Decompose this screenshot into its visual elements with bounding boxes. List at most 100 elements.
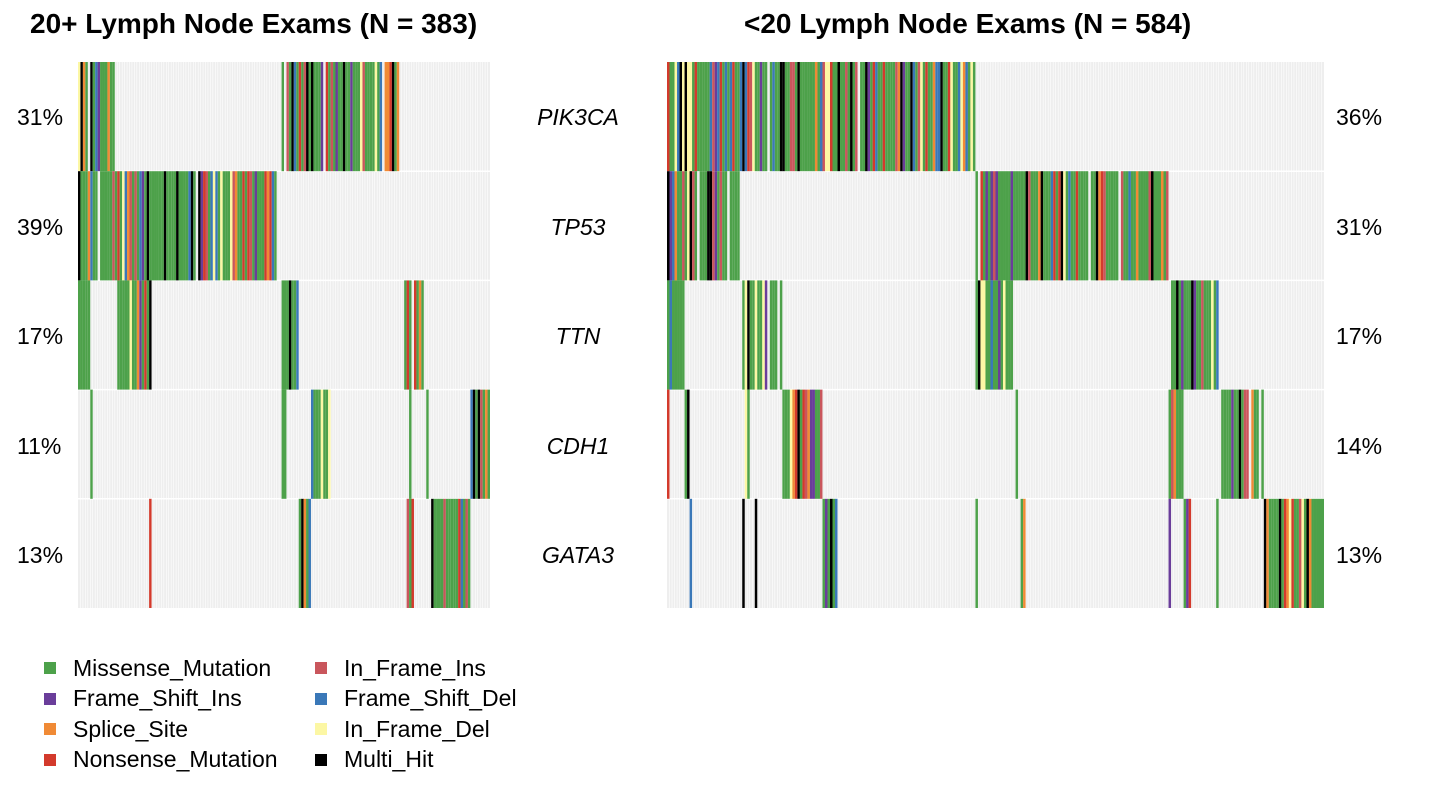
mutation-cell-pik3ca xyxy=(739,62,743,172)
mutation-cell-pik3ca xyxy=(717,62,720,172)
mutation-cell-tp53 xyxy=(672,171,675,281)
left-pct-gata3: 13% xyxy=(17,542,64,568)
mutation-cell-pik3ca xyxy=(92,62,96,172)
mutation-cell-tp53 xyxy=(1065,171,1069,281)
mutation-cell-ttn xyxy=(124,280,128,390)
mutation-cell-ttn xyxy=(296,280,299,390)
mutation-cell-tp53 xyxy=(1108,171,1111,281)
mutation-cell-cdh1 xyxy=(315,389,319,499)
mutation-cell-pik3ca xyxy=(707,62,710,172)
mutation-cell-cdh1 xyxy=(325,389,329,499)
mutation-cell-ttn xyxy=(416,280,419,390)
mutation-cell-pik3ca xyxy=(762,62,765,172)
mutation-cell-pik3ca xyxy=(860,62,863,172)
mutation-cell-tp53 xyxy=(1090,171,1094,281)
mutation-cell-cdh1 xyxy=(313,389,316,499)
mutation-cell-cdh1 xyxy=(1256,389,1259,499)
mutation-cell-tp53 xyxy=(131,171,135,281)
mutation-cell-pik3ca xyxy=(667,62,670,172)
mutation-cell-tp53 xyxy=(1040,171,1044,281)
mutation-cell-ttn xyxy=(409,280,412,390)
mutation-cell-tp53 xyxy=(1000,171,1004,281)
legend-swatch xyxy=(315,753,327,766)
mutation-cell-pik3ca xyxy=(845,62,848,172)
mutation-cell-tp53 xyxy=(1025,171,1029,281)
legend-item-missense: Missense_Mutation xyxy=(44,653,278,684)
mutation-cell-pik3ca xyxy=(902,62,906,172)
mutation-cell-pik3ca xyxy=(107,62,110,172)
mutation-cell-tp53 xyxy=(114,171,118,281)
mutation-cell-pik3ca xyxy=(78,62,81,172)
mutation-cell-pik3ca xyxy=(752,62,755,172)
mutation-cell-cdh1 xyxy=(470,389,473,499)
mutation-cell-gata3 xyxy=(1298,498,1302,608)
mutation-cell-gata3 xyxy=(438,498,441,608)
mutation-cell-pik3ca xyxy=(109,62,113,172)
mutation-cell-cdh1 xyxy=(323,389,326,499)
mutation-cell-tp53 xyxy=(266,171,270,281)
mutation-cell-cdh1 xyxy=(409,389,412,499)
mutation-cell-pik3ca xyxy=(301,62,304,172)
mutation-cell-tp53 xyxy=(87,171,91,281)
mutation-cell-pik3ca xyxy=(777,62,780,172)
mutation-cell-cdh1 xyxy=(1251,389,1254,499)
mutation-cell-ttn xyxy=(406,280,410,390)
mutation-cell-pik3ca xyxy=(306,62,309,172)
mutation-cell-cdh1 xyxy=(1178,389,1182,499)
mutation-cell-pik3ca xyxy=(804,62,808,172)
mutation-cell-ttn xyxy=(752,280,755,390)
mutation-cell-pik3ca xyxy=(880,62,883,172)
mutation-cell-tp53 xyxy=(139,171,142,281)
mutation-cell-tp53 xyxy=(127,171,130,281)
legend-item-multi-hit: Multi_Hit xyxy=(315,745,517,776)
mutation-cell-ttn xyxy=(1178,280,1182,390)
mutation-cell-ttn xyxy=(977,280,981,390)
mutation-cell-tp53 xyxy=(1005,171,1009,281)
mutation-cell-pik3ca xyxy=(819,62,823,172)
mutation-cell-pik3ca xyxy=(352,62,356,172)
mutation-cell-gata3 xyxy=(1020,498,1024,608)
legend-item-frame-shift-ins: Frame_Shift_Ins xyxy=(44,684,278,715)
mutation-cell-pik3ca xyxy=(837,62,841,172)
mutation-cell-pik3ca xyxy=(824,62,828,172)
mutation-cell-tp53 xyxy=(719,171,723,281)
mutation-cell-ttn xyxy=(1201,280,1204,390)
mutation-cell-pik3ca xyxy=(955,62,958,172)
mutation-cell-pik3ca xyxy=(82,62,86,172)
mutation-cell-ttn xyxy=(139,280,142,390)
mutation-cell-gata3 xyxy=(1288,498,1292,608)
mutation-cell-tp53 xyxy=(119,171,123,281)
mutation-cell-gata3 xyxy=(1268,498,1272,608)
mutation-cell-tp53 xyxy=(1013,171,1016,281)
mutation-cell-pik3ca xyxy=(962,62,966,172)
mutation-cell-pik3ca xyxy=(709,62,713,172)
mutation-cell-gata3 xyxy=(411,498,414,608)
mutation-cell-gata3 xyxy=(742,498,745,608)
mutation-cell-tp53 xyxy=(724,171,728,281)
mutation-cell-tp53 xyxy=(149,171,152,281)
mutation-cell-tp53 xyxy=(1033,171,1036,281)
mutation-cell-tp53 xyxy=(1080,171,1084,281)
mutation-cell-pik3ca xyxy=(85,62,88,172)
mutation-cell-pik3ca xyxy=(325,62,329,172)
mutation-cell-cdh1 xyxy=(812,389,815,499)
mutation-cell-tp53 xyxy=(1098,171,1101,281)
mutation-cell-cdh1 xyxy=(284,389,287,499)
mutation-cell-gata3 xyxy=(431,498,434,608)
mutation-cell-pik3ca xyxy=(291,62,294,172)
mutation-cell-pik3ca xyxy=(95,62,98,172)
mutation-cell-tp53 xyxy=(1161,171,1164,281)
mutation-cell-pik3ca xyxy=(822,62,825,172)
mutation-cell-tp53 xyxy=(222,171,226,281)
mutation-cell-pik3ca xyxy=(877,62,881,172)
mutation-cell-tp53 xyxy=(1073,171,1076,281)
mutation-cell-ttn xyxy=(992,280,996,390)
mutation-cell-tp53 xyxy=(230,171,233,281)
mutation-cell-pik3ca xyxy=(702,62,705,172)
mutation-cell-ttn xyxy=(774,280,778,390)
mutation-cell-cdh1 xyxy=(1253,389,1257,499)
mutation-cell-tp53 xyxy=(220,171,223,281)
mutation-cell-pik3ca xyxy=(917,62,921,172)
mutation-cell-tp53 xyxy=(992,171,996,281)
